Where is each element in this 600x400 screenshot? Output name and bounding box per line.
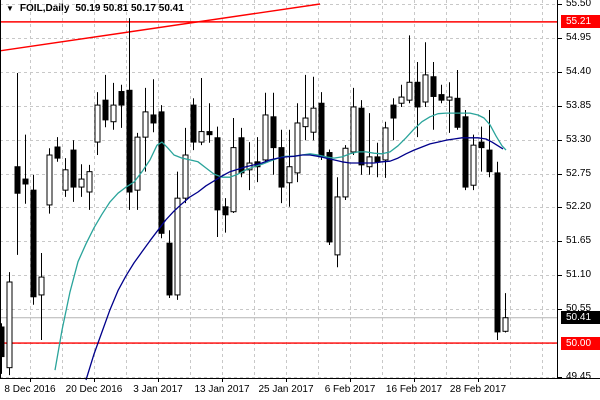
price-label: 54.40 — [566, 65, 592, 77]
date-label: 16 Feb 2017 — [385, 384, 443, 395]
date-label: 25 Jan 2017 — [258, 384, 314, 395]
candle-bull — [262, 114, 269, 161]
price-label: 52.20 — [566, 201, 592, 213]
price-label: 50.55 — [566, 303, 592, 315]
candle-bear — [190, 104, 197, 143]
price-label: 54.95 — [566, 31, 592, 43]
candle-bear — [462, 116, 469, 188]
candle-bear — [270, 116, 277, 149]
date-label: 8 Dec 2016 — [4, 384, 56, 395]
candle-bear — [30, 189, 37, 298]
date-label: 20 Dec 2016 — [65, 384, 123, 395]
chart-title: ▼ FOIL,Daily 50.19 50.81 50.17 50.41 — [6, 3, 184, 14]
price-badge-50.41: 50.41 — [561, 311, 600, 325]
price-badge-50.00: 50.00 — [561, 336, 600, 350]
ma-slow-line — [85, 137, 504, 381]
candle-bear — [374, 156, 381, 163]
candle-bull — [302, 117, 309, 128]
candle-bear — [102, 99, 109, 121]
candle-bear — [118, 91, 125, 106]
candle-bear — [126, 89, 133, 193]
candle-bull — [134, 136, 141, 191]
price-label: 52.75 — [566, 167, 592, 179]
candle-bull — [342, 147, 349, 198]
candle-bear — [54, 146, 61, 159]
candle-bull — [62, 169, 69, 191]
candle-bear — [14, 166, 21, 194]
candle-bull — [86, 171, 93, 193]
candle-bull — [334, 196, 341, 256]
candle-bull — [502, 317, 509, 332]
candle-bear — [430, 76, 437, 97]
candle-bull — [406, 81, 413, 101]
candle-bull — [398, 96, 405, 104]
candle-bull — [422, 74, 429, 103]
candle-bear — [0, 326, 5, 358]
candle-bear — [494, 172, 501, 333]
candle-bear — [70, 149, 77, 188]
price-label: 53.85 — [566, 99, 592, 111]
candle-bear — [166, 242, 173, 296]
candle-bull — [142, 111, 149, 138]
candle-bear — [206, 131, 213, 136]
candle-bull — [350, 106, 357, 153]
candle-bull — [78, 178, 85, 188]
red-trendline[interactable] — [0, 3, 321, 52]
candle-bear — [390, 104, 397, 119]
candle-bear — [486, 149, 493, 173]
price-label: 51.10 — [566, 269, 592, 281]
price-label: 51.65 — [566, 235, 592, 247]
candle-bull — [310, 107, 317, 133]
candle-bear — [478, 141, 485, 149]
price-label: 53.30 — [566, 133, 592, 145]
candle-bull — [446, 96, 453, 101]
price-label: 55.50 — [566, 0, 592, 9]
candle-bear — [222, 206, 229, 216]
candle-bear — [326, 152, 333, 243]
candle-bear — [158, 111, 165, 234]
candle-bear — [150, 114, 157, 124]
candle-bull — [110, 104, 117, 123]
candle-bull — [470, 144, 477, 186]
date-label: 3 Jan 2017 — [133, 384, 183, 395]
price-label: 49.45 — [566, 370, 592, 382]
date-label: 6 Feb 2017 — [324, 384, 376, 395]
candle-bear — [214, 137, 221, 211]
date-label: 13 Jan 2017 — [194, 384, 250, 395]
candle-bull — [94, 104, 101, 143]
candle-bull — [174, 197, 181, 296]
ohlc-quote-label: 50.19 50.81 50.17 50.41 — [75, 3, 184, 14]
candle-bull — [230, 147, 237, 213]
candle-bear — [278, 147, 285, 188]
candle-bull — [366, 156, 373, 168]
candle-bull — [46, 154, 53, 206]
candle-bear — [22, 178, 29, 185]
price-badge-55.21: 55.21 — [561, 15, 600, 29]
date-label: 28 Feb 2017 — [449, 384, 507, 395]
candle-bull — [198, 131, 205, 143]
candle-bear — [414, 81, 421, 108]
symbol-period-label: FOIL,Daily — [19, 3, 70, 14]
symbol-dropdown-icon: ▼ — [6, 3, 14, 13]
candle-bear — [358, 107, 365, 166]
candle-bull — [6, 281, 13, 369]
candle-bull — [286, 166, 293, 184]
candle-bull — [294, 122, 301, 174]
candle-bear — [318, 102, 325, 158]
candle-bull — [382, 127, 389, 161]
candle-bear — [438, 94, 445, 101]
candle-bull — [182, 154, 189, 199]
candle-bull — [38, 276, 45, 296]
